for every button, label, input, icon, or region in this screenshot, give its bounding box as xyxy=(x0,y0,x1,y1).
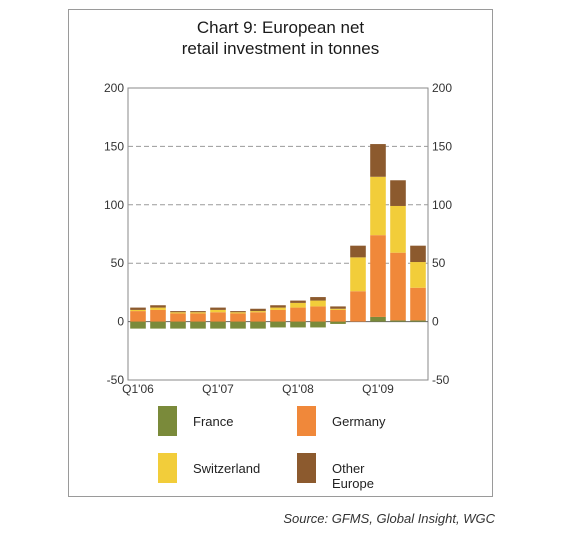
bar-segment xyxy=(150,305,166,308)
bar-segment xyxy=(290,321,306,328)
bar-segment xyxy=(330,321,346,324)
bar-segment xyxy=(130,307,146,310)
bar-segment xyxy=(170,321,186,329)
legend-label: Germany xyxy=(332,414,386,429)
bar-segment xyxy=(330,306,346,309)
y-tick-label-left: 200 xyxy=(104,81,124,95)
bar-segment xyxy=(130,311,146,322)
y-tick-label-right: 100 xyxy=(432,198,452,212)
bar-segment xyxy=(410,245,426,263)
plot-area xyxy=(127,87,429,381)
bar-segment xyxy=(130,309,146,312)
x-tick-label: Q1'07 xyxy=(202,382,234,396)
bar-segment xyxy=(210,309,226,313)
bar-segment xyxy=(390,252,406,321)
x-tick-label: Q1'08 xyxy=(282,382,314,396)
y-tick-label-left: 150 xyxy=(104,139,124,153)
legend-swatch xyxy=(297,406,316,436)
legend-label: Switzerland xyxy=(193,461,261,476)
bar-segment xyxy=(370,144,386,177)
legend-swatch xyxy=(158,406,177,436)
bar-segment xyxy=(230,321,246,329)
bar-segment xyxy=(150,309,166,322)
chart-title: Chart 9: European net retail investment … xyxy=(68,17,493,59)
y-tick-label-left: 100 xyxy=(104,198,124,212)
bar-segment xyxy=(290,302,306,308)
bar-segment xyxy=(330,308,346,310)
bar-segment xyxy=(410,320,426,322)
bar-segment xyxy=(150,307,166,310)
bar-segment xyxy=(370,176,386,236)
bar-segment xyxy=(170,311,186,313)
chart-frame xyxy=(68,9,493,497)
y-tick-label-right: 150 xyxy=(432,139,452,153)
y-tick-label-right: 0 xyxy=(432,315,439,329)
bar-segment xyxy=(230,312,246,314)
bar-segment xyxy=(210,312,226,322)
bar-segment xyxy=(370,316,386,322)
bar-segment xyxy=(230,311,246,313)
x-tick-label: Q1'09 xyxy=(362,382,394,396)
bar-segment xyxy=(270,307,286,310)
bar-segment xyxy=(350,291,366,322)
bar-segment xyxy=(190,312,206,314)
bar-segment xyxy=(370,235,386,317)
bar-segment xyxy=(290,307,306,322)
chart-title-line2: retail investment in tonnes xyxy=(181,39,380,58)
y-tick-label-right: 200 xyxy=(432,81,452,95)
bar-segment xyxy=(350,245,366,258)
bar-segment xyxy=(410,287,426,321)
bar-segment xyxy=(270,305,286,308)
bar-segment xyxy=(270,309,286,322)
legend-swatch xyxy=(297,453,316,483)
bar-segment xyxy=(250,312,266,322)
legend-label: France xyxy=(193,414,234,429)
chart-title-line1: Chart 9: European net xyxy=(196,18,365,37)
bar-segment xyxy=(210,307,226,310)
bar-segment xyxy=(330,309,346,322)
bar-segment xyxy=(190,313,206,322)
bar-segment xyxy=(410,262,426,288)
bar-segment xyxy=(230,313,246,322)
y-tick-label-left: 0 xyxy=(117,315,124,329)
bar-segment xyxy=(310,306,326,322)
bar-segment xyxy=(390,205,406,253)
y-tick-label-left: 50 xyxy=(111,256,125,270)
bar-segment xyxy=(170,313,186,322)
bar-segment xyxy=(350,257,366,292)
bar-segment xyxy=(190,311,206,313)
bar-segment xyxy=(270,321,286,328)
bar-segment xyxy=(290,300,306,303)
bar-segment xyxy=(250,311,266,313)
legend-label: Other Europe xyxy=(332,461,374,491)
y-tick-label-right: 50 xyxy=(432,256,446,270)
source-note: Source: GFMS, Global Insight, WGC xyxy=(283,511,495,526)
bar-segment xyxy=(190,321,206,329)
bar-segment xyxy=(210,321,226,329)
bar-segment xyxy=(310,300,326,307)
y-tick-label-left: -50 xyxy=(107,373,125,387)
legend-swatch xyxy=(158,453,177,483)
y-tick-label-right: -50 xyxy=(432,373,450,387)
bar-segment xyxy=(310,297,326,301)
x-tick-label: Q1'06 xyxy=(122,382,154,396)
bar-segment xyxy=(170,312,186,314)
bar-segment xyxy=(150,321,166,329)
bar-segment xyxy=(250,321,266,329)
bar-segment xyxy=(390,320,406,322)
bar-segment xyxy=(250,308,266,312)
bar-segment xyxy=(390,180,406,206)
bar-segment xyxy=(310,321,326,328)
bar-segment xyxy=(130,321,146,329)
